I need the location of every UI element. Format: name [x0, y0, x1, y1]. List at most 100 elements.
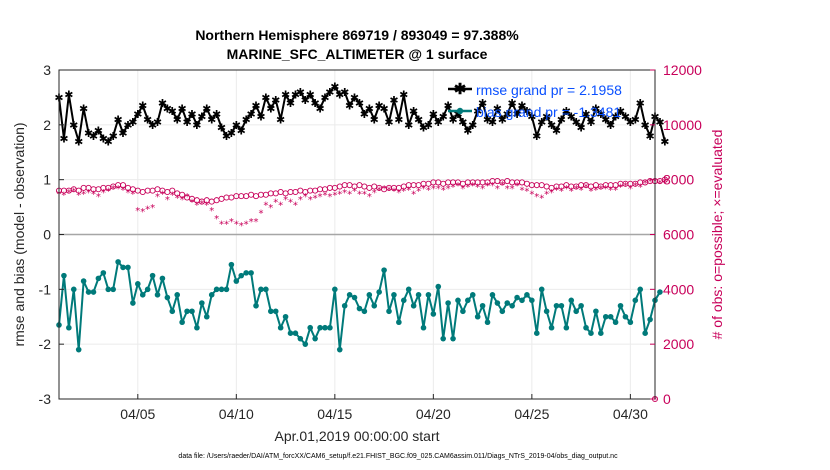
x-tick-label: 04/30 [613, 406, 648, 422]
bias-point [469, 292, 476, 298]
rmse-point: ✱ [256, 111, 265, 124]
rmse-point: ✱ [266, 102, 275, 115]
bias-point [637, 286, 644, 293]
left-y-axis-label: rmse and bias (model - observation) [11, 122, 27, 346]
evaluated-obs-point: * [593, 185, 598, 196]
x-tick-label: 04/15 [317, 406, 352, 422]
bias-point [558, 302, 565, 309]
evaluated-obs-point: * [608, 185, 613, 196]
bias-point [208, 292, 215, 298]
rmse-point: ✱ [581, 108, 590, 121]
rmse-point: ✱ [621, 111, 630, 124]
evaluated-obs-point: * [352, 187, 357, 198]
bias-point [425, 292, 432, 298]
evaluated-obs-point: * [357, 189, 362, 200]
evaluated-obs-point: * [194, 200, 199, 211]
bias-point [440, 335, 446, 342]
rmse-point: ✱ [517, 100, 526, 113]
rmse-point: ✱ [370, 113, 379, 126]
rmse-point: ✱ [429, 108, 438, 121]
bias-point [563, 324, 570, 331]
bias-point [61, 272, 67, 279]
evaluated-obs-point: * [318, 192, 323, 203]
evaluated-obs-point: * [337, 189, 342, 200]
rmse-point: ✱ [473, 105, 482, 118]
bias-point [455, 297, 461, 304]
chart-title: Northern Hemisphere 869719 / 893049 = 97… [195, 27, 519, 43]
bias-point [430, 311, 437, 317]
evaluated-obs-point: * [61, 191, 66, 202]
left-tick-label: -2 [39, 336, 52, 352]
bias-point [213, 286, 220, 293]
possible-obs-point [661, 176, 668, 183]
rmse-point: ✱ [453, 108, 462, 121]
rmse-point: ✱ [246, 108, 255, 121]
bias-point [135, 281, 141, 287]
evaluated-obs-point: * [327, 192, 332, 203]
rmse-point: ✱ [631, 113, 640, 126]
rmse-point: ✱ [591, 102, 600, 115]
evaluated-obs-point: * [145, 204, 150, 215]
rmse-point: ✱ [562, 105, 571, 118]
evaluated-obs-point: * [436, 184, 441, 195]
bias-point [622, 313, 629, 320]
bias-point [149, 272, 156, 279]
evaluated-obs-point: * [648, 177, 653, 188]
chart-subtitle: MARINE_SFC_ALTIMETER @ 1 surface [227, 46, 488, 62]
rmse-point: ✱ [232, 119, 241, 132]
rmse-point: ✱ [463, 124, 472, 137]
evaluated-obs-point: * [81, 189, 86, 200]
bias-point [514, 294, 520, 301]
evaluated-obs-point: * [574, 184, 579, 195]
rmse-point: ✱ [261, 91, 270, 104]
evaluated-obs-point: * [342, 188, 347, 199]
evaluated-obs-point: * [347, 189, 352, 200]
evaluated-obs-point: * [534, 192, 539, 203]
evaluated-obs-point: * [199, 199, 204, 210]
bias-point [336, 346, 343, 353]
evaluated-obs-point: * [480, 184, 485, 195]
evaluated-obs-point: * [308, 195, 313, 206]
left-y-axis: -3 -2 -1 0 1 2 3 [39, 62, 64, 407]
legend-bias-marker [456, 107, 464, 115]
right-tick-label: 12000 [663, 62, 702, 78]
bias-point [607, 313, 614, 320]
rmse-point: ✱ [320, 91, 329, 104]
possible-obs-point [119, 182, 127, 189]
bias-point [529, 297, 535, 304]
evaluated-obs-point: * [234, 220, 239, 231]
bias-point [583, 324, 589, 331]
rmse-point: ✱ [158, 97, 167, 110]
bias-point [499, 308, 506, 315]
rmse-point: ✱ [542, 111, 551, 124]
x-axis-label: Apr.01,2019 00:00:00 start [274, 428, 439, 444]
rmse-point: ✱ [84, 127, 93, 140]
x-tick-label: 04/05 [120, 406, 155, 422]
evaluated-obs-point: * [332, 191, 337, 202]
evaluated-obs-point: * [288, 198, 293, 209]
right-tick-label: 8000 [663, 172, 694, 188]
bias-point [548, 324, 555, 331]
evaluated-obs-point: * [268, 203, 273, 214]
rmse-point: ✱ [636, 97, 645, 110]
evaluated-obs-point: * [396, 188, 401, 199]
evaluated-obs-point: * [515, 181, 520, 192]
bias-point [602, 313, 609, 320]
evaluated-obs-point: * [455, 181, 460, 192]
bias-point [657, 289, 663, 295]
rmse-point: ✱ [128, 116, 137, 129]
rmse-point: ✱ [168, 105, 177, 118]
bias-point [627, 319, 634, 326]
bias-point [598, 330, 604, 337]
evaluated-obs-point: * [564, 184, 569, 195]
evaluated-obs-point: * [441, 185, 446, 196]
bias-point [110, 286, 116, 293]
legend: ✱ rmse grand pr = 2.1958 bias grand pr =… [448, 81, 622, 120]
evaluated-obs-point: * [229, 217, 234, 228]
rmse-point: ✱ [69, 119, 78, 132]
possible-obs-point [75, 187, 82, 194]
rmse-point: ✱ [360, 108, 369, 121]
bias-point [509, 302, 515, 309]
evaluated-obs-point: * [643, 178, 648, 189]
rmse-point: ✱ [399, 89, 408, 102]
